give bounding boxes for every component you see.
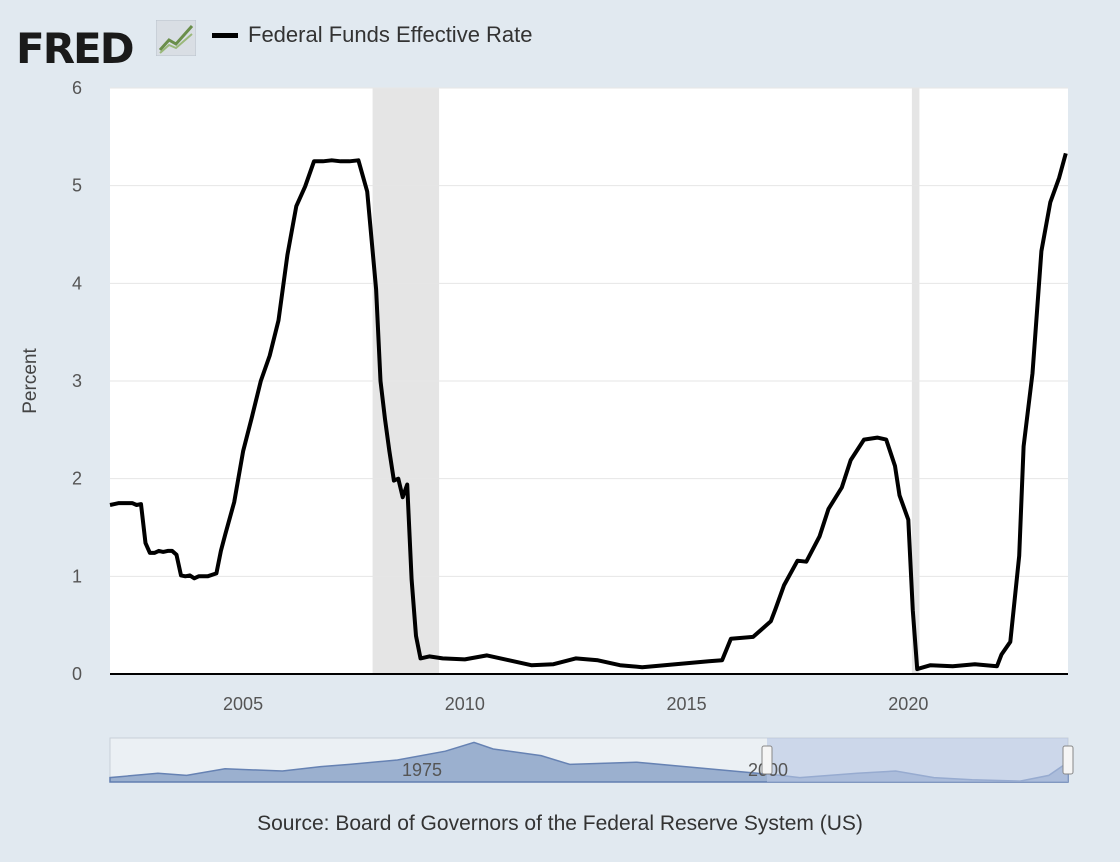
legend-swatch [212, 32, 238, 38]
y-tick-label: 6 [72, 78, 82, 98]
y-tick-label: 4 [72, 273, 82, 293]
navigator-label: 1975 [402, 760, 442, 780]
y-tick-label: 1 [72, 566, 82, 586]
navigator-handle[interactable] [761, 745, 773, 775]
y-tick-label: 5 [72, 176, 82, 196]
x-tick-label: 2005 [223, 694, 263, 714]
x-tick-label: 2015 [667, 694, 707, 714]
y-tick-label: 3 [72, 371, 82, 391]
y-tick-label: 0 [72, 664, 82, 684]
navigator-selection[interactable] [767, 738, 1068, 782]
source-caption: Source: Board of Governors of the Federa… [257, 812, 863, 835]
chart-trend-icon [156, 20, 196, 56]
logo-text: FRED [16, 24, 135, 73]
y-tick-label: 2 [72, 469, 82, 489]
chart-legend[interactable]: Federal Funds Effective Rate [212, 20, 533, 50]
x-tick-label: 2010 [445, 694, 485, 714]
x-tick-label: 2020 [888, 694, 928, 714]
line-chart[interactable]: 01234562005201020152020Percent19752000 [0, 0, 1120, 800]
y-axis-label: Percent [20, 348, 41, 414]
navigator-handle[interactable] [1062, 745, 1074, 775]
series-line[interactable] [109, 152, 1068, 672]
legend-label: Federal Funds Effective Rate [248, 22, 533, 47]
